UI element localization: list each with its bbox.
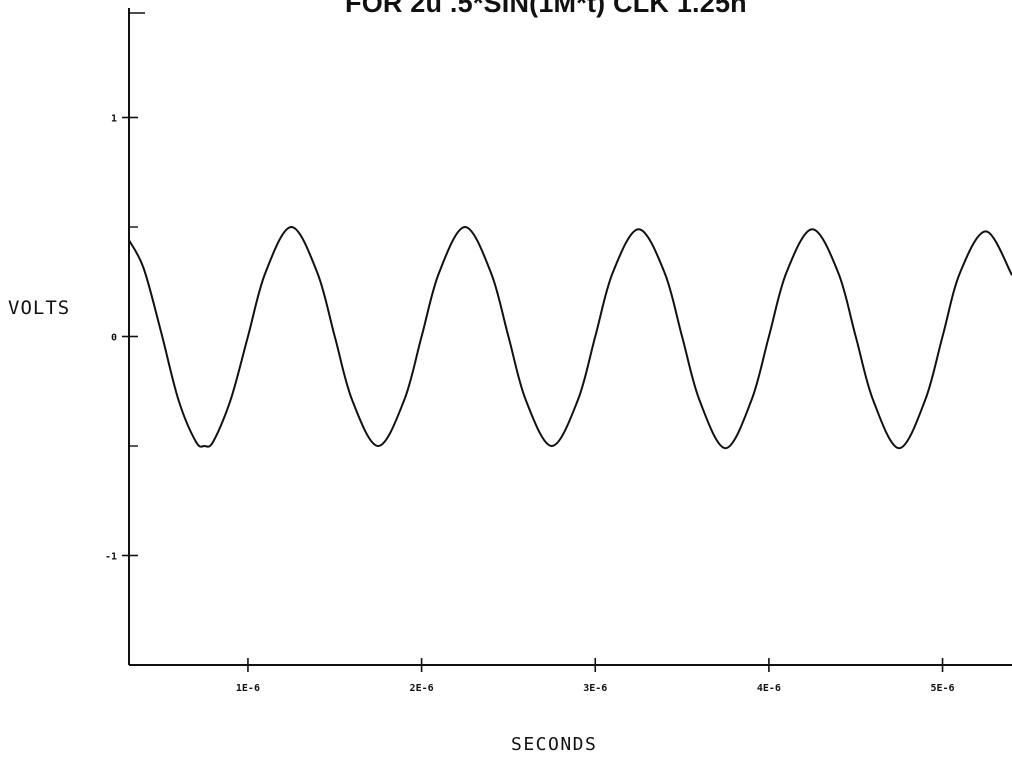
x-tick-label: 3E-6 [583,683,607,694]
x-tick-label: 5E-6 [930,683,954,694]
series-line [128,226,1012,450]
x-tick-label: 2E-6 [410,683,434,694]
y-ticks-group: 1 0 -1 [105,114,138,563]
x-ticks-group: 1E-6 2E-6 3E-6 4E-6 5E-6 [236,658,955,694]
y-tick-label: 0 [111,333,117,344]
y-tick-label: -1 [105,552,117,563]
x-axis-label: SECONDS [511,734,598,755]
x-tick-label: 1E-6 [236,683,260,694]
chart-title: FOR 2u .5*SIN(1M*t) CLK 1.25n [345,0,747,18]
axes-group [128,8,1012,666]
y-axis-label: VOLTS [8,297,71,319]
y-tick-label: 1 [111,114,117,125]
x-tick-label: 4E-6 [757,683,781,694]
series-group [128,226,1012,450]
